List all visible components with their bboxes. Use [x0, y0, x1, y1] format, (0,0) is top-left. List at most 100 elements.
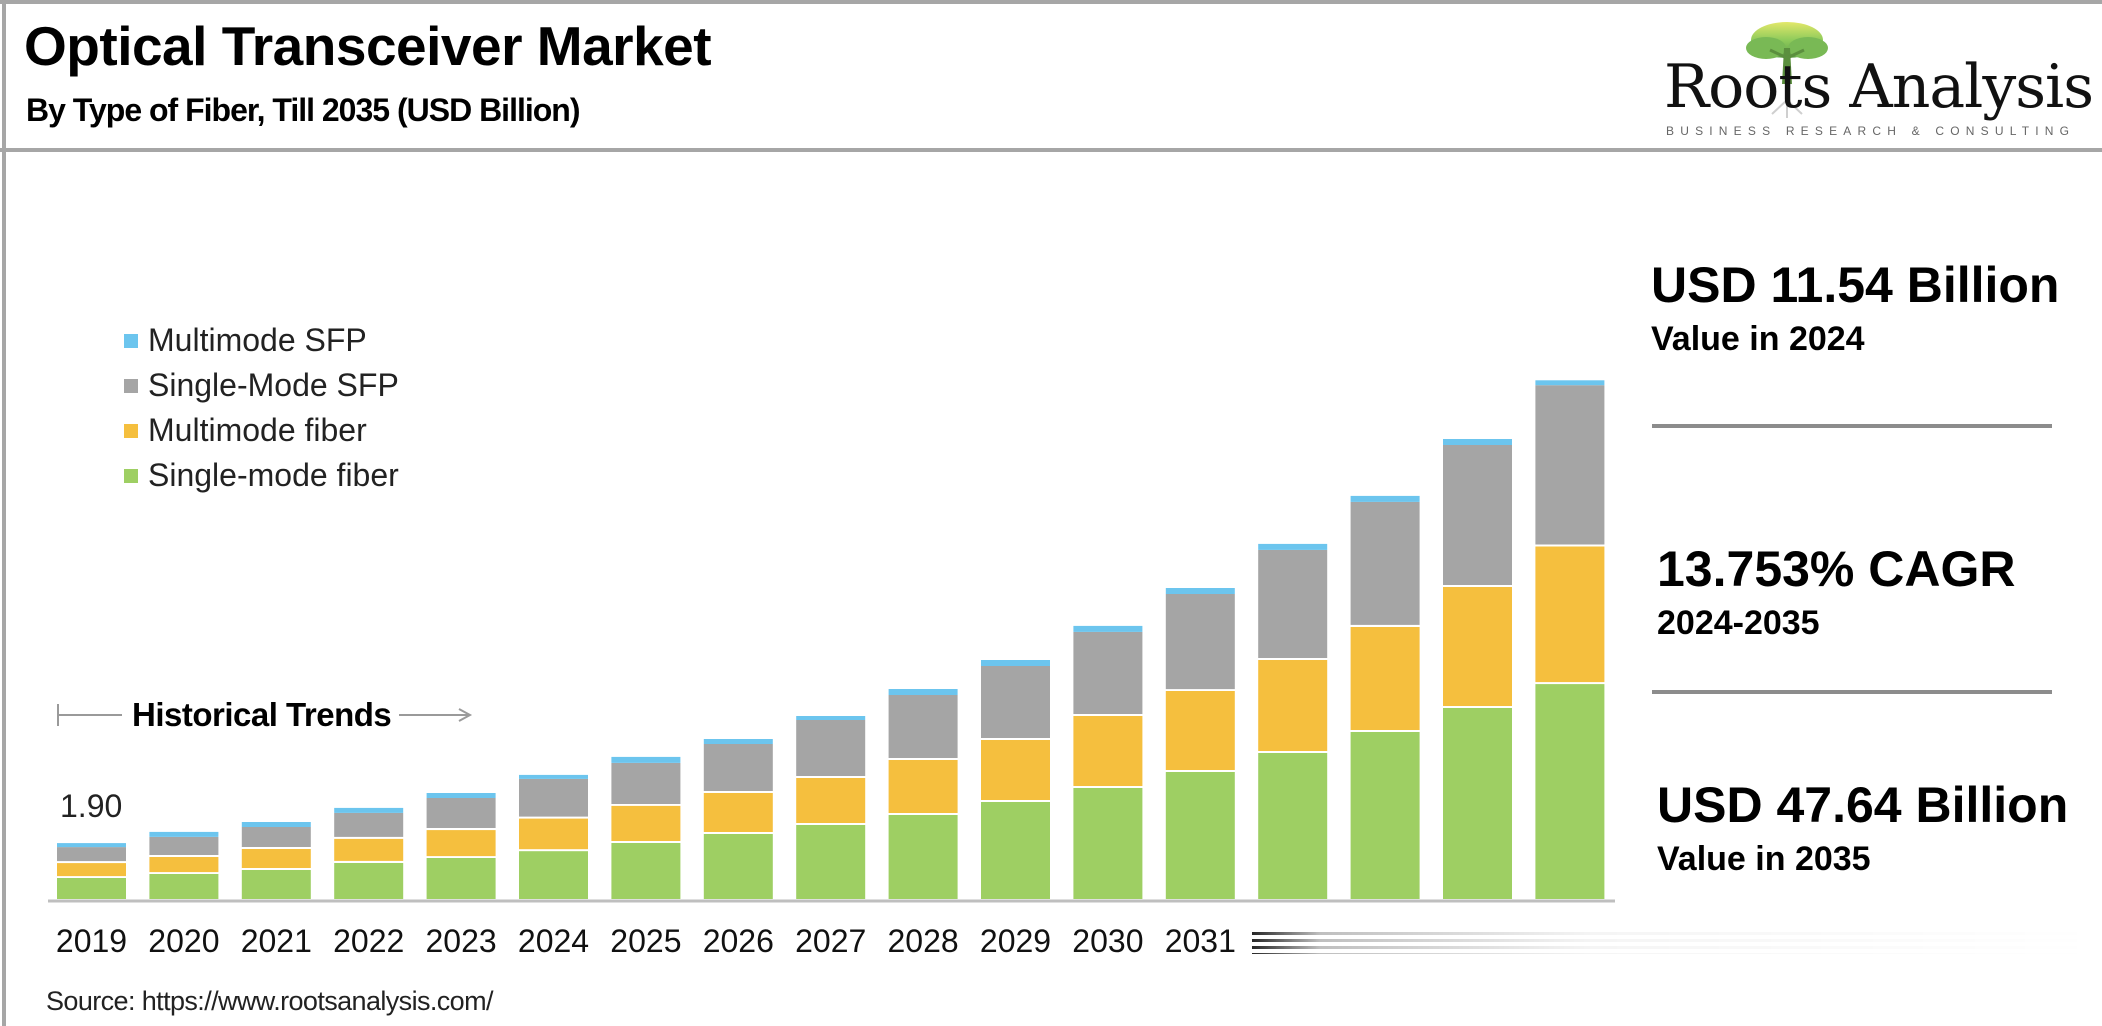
- bar-segment-2035-multimode-sfp: [1535, 380, 1605, 386]
- bar-segment-2028-multimode-fiber: [888, 760, 958, 813]
- bar-segment-2025-single-mode-fiber: [611, 843, 681, 899]
- stat-value-cagr: 13.753% CAGR: [1657, 541, 2016, 597]
- bar-segment-2023-single-mode-fiber: [426, 858, 496, 899]
- bar-segment-2025-multimode-fiber: [611, 805, 681, 841]
- bar-segment-2020-single-mode-fiber: [149, 874, 219, 899]
- bar-segment-2022-multimode-fiber: [334, 838, 404, 861]
- x-axis-labels: 2019 2020 2021 2022 2023 2024 2025 2026 2027 2028…: [56, 923, 1236, 959]
- bar-segment-2030-single-mode-fiber: [1073, 788, 1143, 899]
- bar-segment-2019-single-mode-fiber: [57, 878, 126, 899]
- legend-label: Multimode SFP: [148, 322, 367, 358]
- bar-segment-2030-multimode-sfp: [1073, 625, 1143, 632]
- bar-segment-2019-multimode-sfp: [57, 843, 126, 848]
- frame-left-border: [2, 0, 6, 1026]
- legend-item-multimode-sfp: Multimode SFP: [124, 318, 399, 363]
- chart-subtitle: By Type of Fiber, Till 2035 (USD Billion…: [26, 92, 580, 128]
- x-tick-label-2024: 2024: [518, 923, 589, 959]
- stat-caption-2024: Value in 2024: [1651, 320, 1865, 358]
- bar-segment-2021-multimode-fiber: [241, 849, 311, 868]
- x-tick-label-2023: 2023: [426, 923, 497, 959]
- legend-swatch: [124, 333, 138, 348]
- bar-segment-2034-multimode-sfp: [1443, 439, 1512, 445]
- x-tick-label-2019: 2019: [56, 923, 127, 959]
- x-tick-label-2021: 2021: [241, 923, 312, 959]
- bar-segment-2034-single-mode-fiber: [1443, 708, 1512, 899]
- bar-segment-2030-single-mode-sfp: [1073, 631, 1143, 714]
- bar-segment-2025-multimode-sfp: [611, 756, 681, 763]
- bar-segment-2021-multimode-sfp: [241, 822, 311, 827]
- bar-segment-2033-single-mode-sfp: [1350, 501, 1420, 625]
- roots-analysis-logo: Roots Analysis BUSINESS RESEARCH & CONSU…: [1660, 14, 2094, 140]
- frame-top-border: [0, 0, 2102, 4]
- bar-segment-2033-multimode-sfp: [1350, 495, 1420, 502]
- bar-segment-2032-single-mode-sfp: [1258, 549, 1328, 658]
- bar-segment-2024-single-mode-fiber: [519, 851, 588, 899]
- arrow-right-icon: [399, 708, 473, 722]
- bar-segment-2024-single-mode-sfp: [519, 778, 588, 817]
- header-divider: [0, 148, 2102, 152]
- x-tick-label-2025: 2025: [610, 923, 681, 959]
- bar-segment-2023-multimode-fiber: [426, 830, 496, 857]
- stat-caption-2035: Value in 2035: [1657, 840, 1871, 878]
- source-note: Source: https://www.rootsanalysis.com/: [46, 986, 493, 1016]
- bar-segment-2031-single-mode-fiber: [1165, 772, 1235, 899]
- legend-label: Single-Mode SFP: [148, 367, 399, 403]
- bar-segment-2027-single-mode-fiber: [796, 825, 866, 899]
- bar-segment-2033-single-mode-fiber: [1350, 732, 1420, 899]
- bar-segment-2022-multimode-sfp: [334, 807, 404, 813]
- obscured-axis-labels: [1252, 932, 2102, 954]
- bar-segment-2022-single-mode-fiber: [334, 863, 404, 899]
- bar-segment-2029-single-mode-fiber: [981, 802, 1050, 899]
- bar-segment-2031-multimode-sfp: [1165, 588, 1235, 594]
- x-tick-label-2022: 2022: [333, 923, 404, 959]
- legend-swatch: [124, 468, 138, 483]
- bar-segment-2026-single-mode-sfp: [703, 744, 773, 791]
- x-tick-label-2030: 2030: [1072, 923, 1143, 959]
- legend-swatch: [124, 378, 138, 393]
- bar-segment-2032-multimode-sfp: [1258, 543, 1328, 550]
- logo-wordmark: Roots Analysis: [1664, 52, 2094, 122]
- bar-segment-2025-single-mode-sfp: [611, 763, 681, 804]
- logo-tagline: BUSINESS RESEARCH & CONSULTING: [1666, 124, 2076, 138]
- bar-segment-2029-single-mode-sfp: [981, 666, 1050, 738]
- data-label-2019: 1.90: [60, 788, 123, 824]
- bar-segment-2031-single-mode-sfp: [1165, 594, 1235, 690]
- bar-segment-2034-single-mode-sfp: [1443, 445, 1512, 585]
- bar-segment-2034-multimode-fiber: [1443, 587, 1512, 706]
- bar-segment-2020-multimode-fiber: [149, 857, 219, 873]
- legend-swatch: [124, 423, 138, 438]
- bar-segment-2026-multimode-sfp: [703, 739, 773, 744]
- bar-segment-2019-multimode-fiber: [57, 863, 126, 877]
- x-tick-label-2026: 2026: [703, 923, 774, 959]
- stat-divider: [1652, 690, 2052, 694]
- bar-segment-2035-single-mode-sfp: [1535, 385, 1605, 545]
- bar-segment-2020-multimode-sfp: [149, 831, 219, 837]
- x-tick-label-2029: 2029: [980, 923, 1051, 959]
- stat-value-2035: USD 47.64 Billion: [1657, 777, 2069, 833]
- bar-segment-2021-single-mode-fiber: [241, 870, 311, 899]
- stat-caption-cagr: 2024-2035: [1657, 604, 1820, 642]
- bar-segment-2027-single-mode-sfp: [796, 720, 866, 776]
- legend-label: Single-mode fiber: [148, 457, 399, 493]
- bar-segment-2028-single-mode-sfp: [888, 695, 958, 758]
- bar-segment-2026-single-mode-fiber: [703, 834, 773, 899]
- bars-group: [57, 380, 1605, 899]
- bar-segment-2024-multimode-sfp: [519, 774, 588, 779]
- bar-segment-2021-single-mode-sfp: [241, 827, 311, 847]
- bracket-start-icon: [57, 704, 122, 726]
- bar-segment-2019-single-mode-sfp: [57, 847, 126, 862]
- x-tick-label-2020: 2020: [148, 923, 219, 959]
- stat-value-2024: USD 11.54 Billion: [1651, 257, 2060, 313]
- legend-item-single-mode-fiber: Single-mode fiber: [124, 453, 399, 498]
- bar-segment-2020-single-mode-sfp: [149, 837, 219, 855]
- stacked-bar-chart: 2019 2020 2021 2022 2023 2024 2025 2026 2027 2028…: [48, 380, 1615, 959]
- bar-segment-2035-multimode-fiber: [1535, 546, 1605, 683]
- tree-icon: [1746, 22, 1828, 118]
- legend-label: Multimode fiber: [148, 412, 367, 448]
- bar-segment-2024-multimode-fiber: [519, 818, 588, 850]
- bar-segment-2026-multimode-fiber: [703, 793, 773, 832]
- bar-segment-2023-multimode-sfp: [426, 793, 496, 798]
- historical-trends-annotation: Historical Trends: [56, 690, 473, 740]
- bar-segment-2032-multimode-fiber: [1258, 660, 1328, 751]
- bar-segment-2035-single-mode-fiber: [1535, 684, 1605, 899]
